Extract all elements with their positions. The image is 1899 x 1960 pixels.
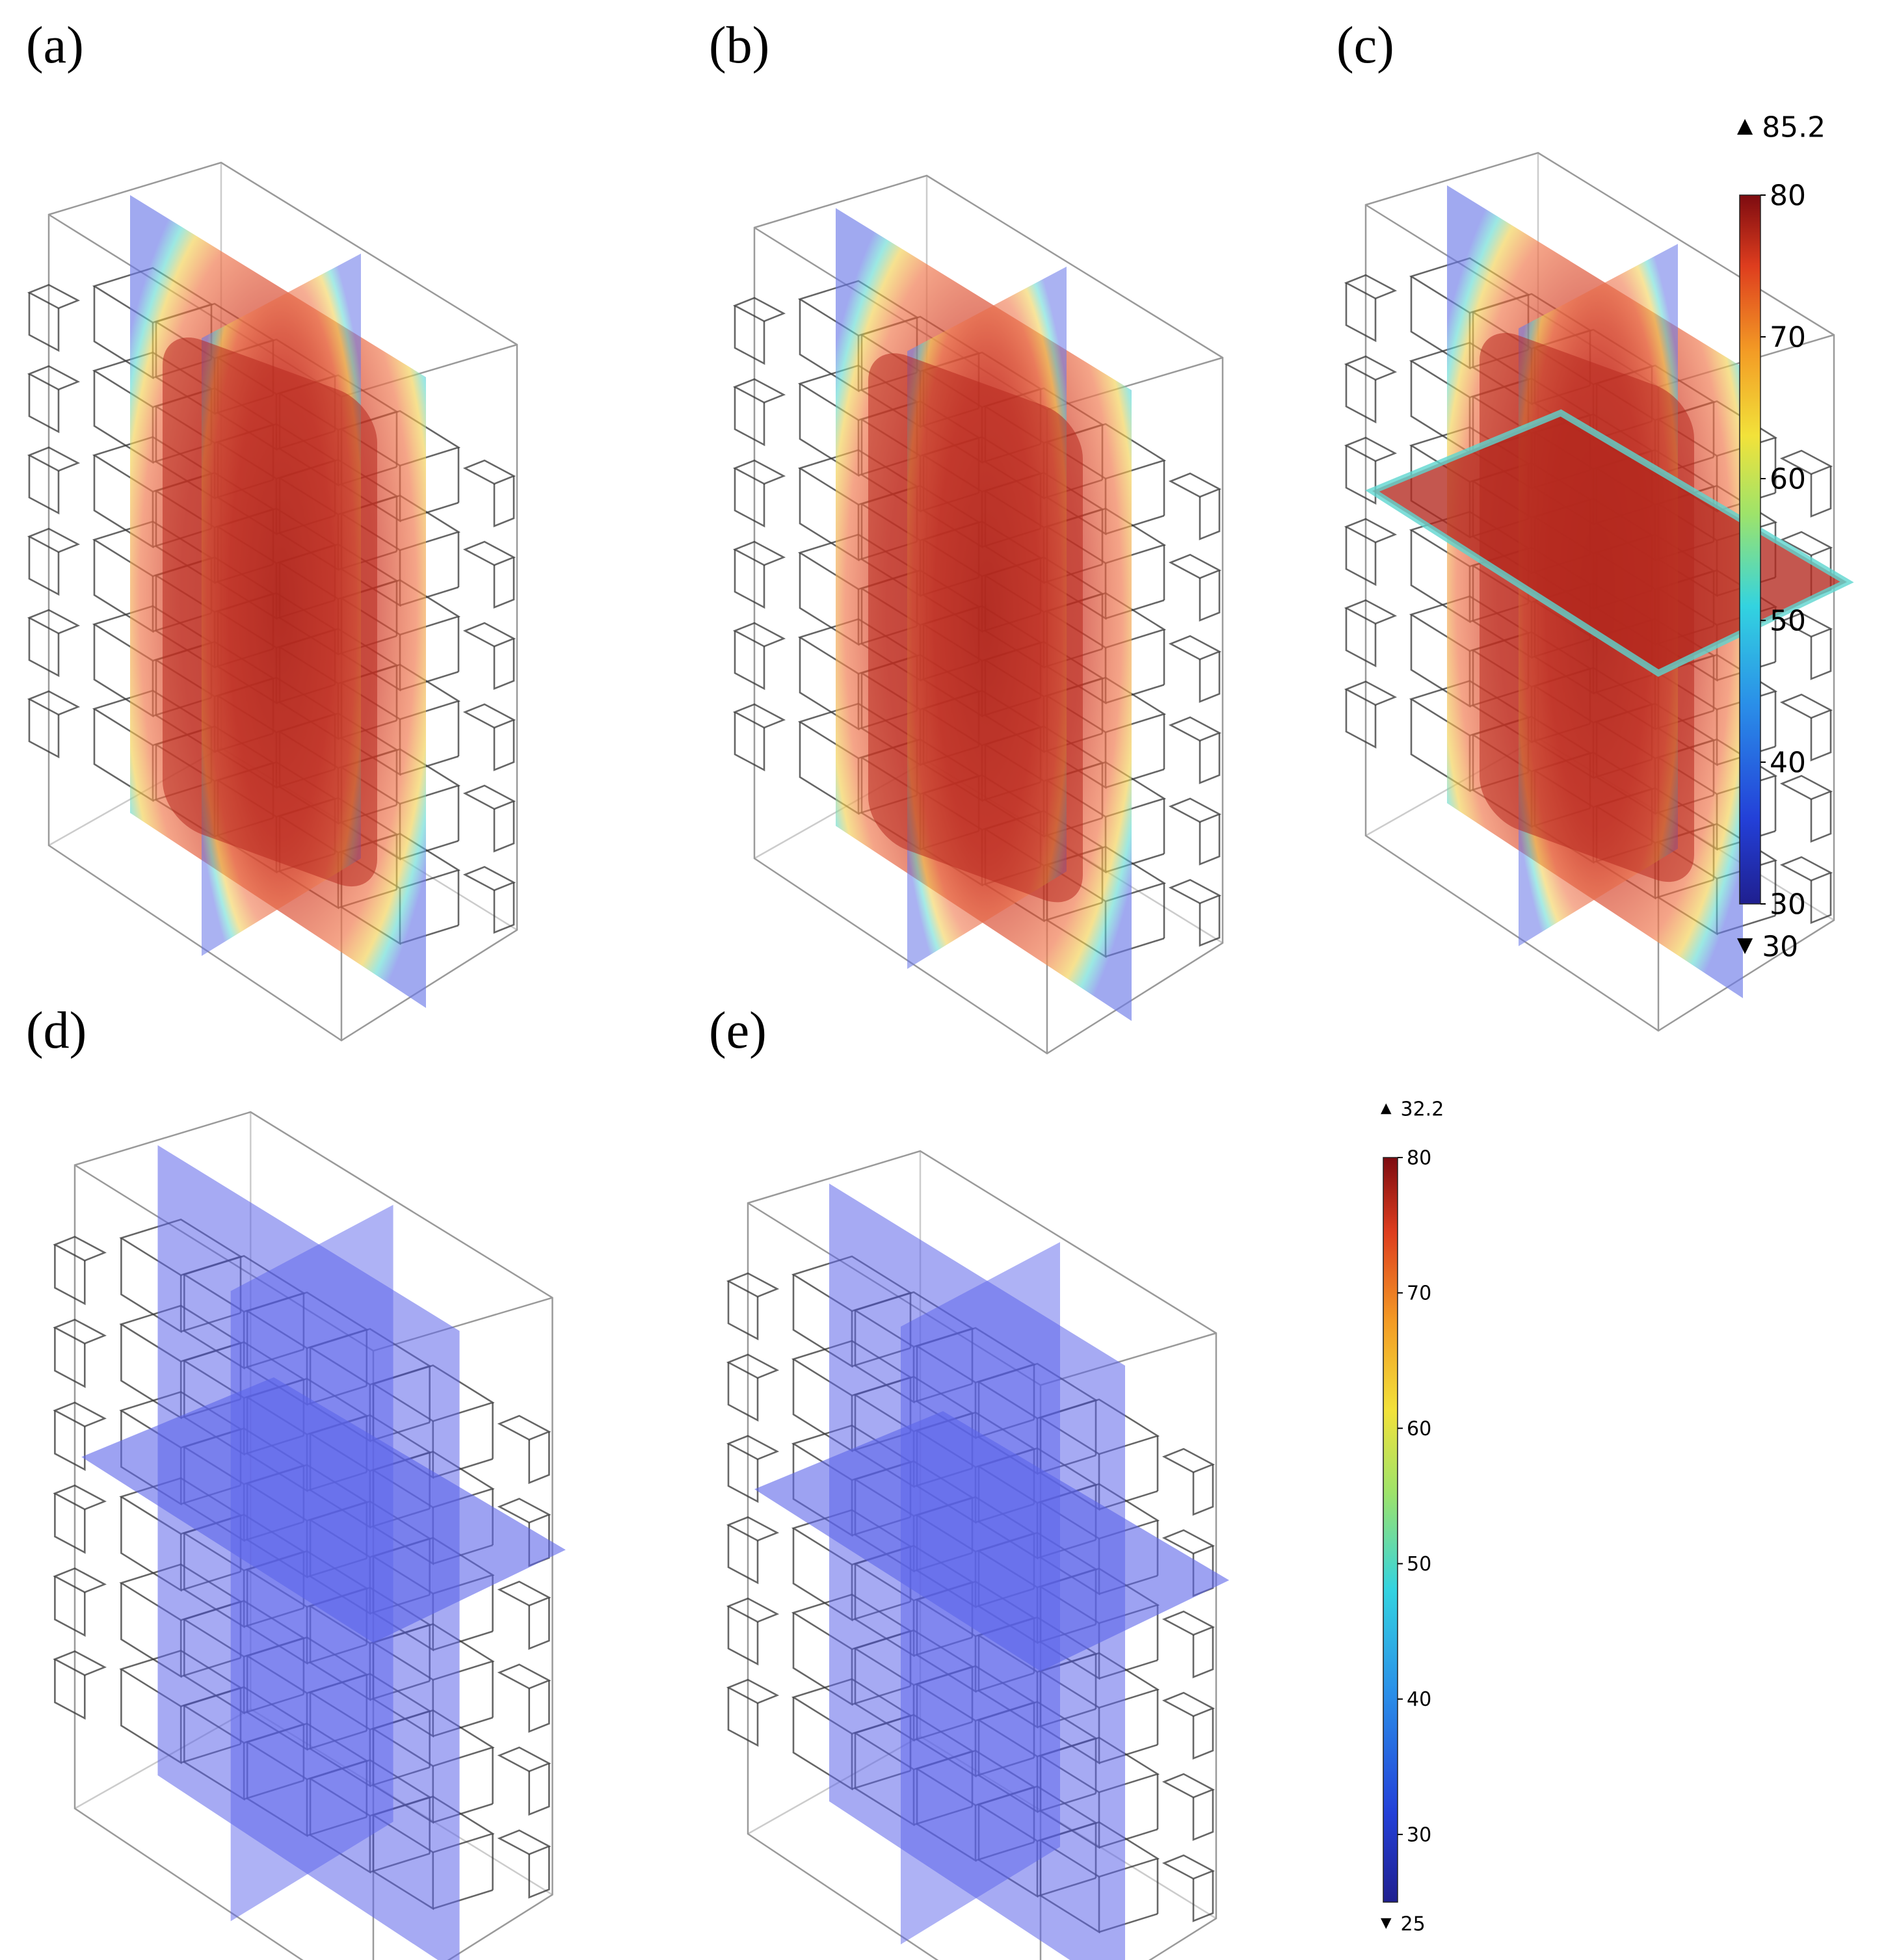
colorbar-max-label: 32.2 <box>1401 1098 1444 1121</box>
colorbar-tick-label: 80 <box>1770 179 1806 212</box>
colorbar-tick-label: 70 <box>1770 321 1806 354</box>
colorbar-tick-label: 40 <box>1407 1688 1431 1711</box>
hot-core-front <box>163 337 377 887</box>
colorbar-gradient <box>1383 1157 1398 1903</box>
panel-c <box>1344 152 1854 1032</box>
hot-core-front <box>868 353 1083 903</box>
panel-a <box>27 161 518 1042</box>
slice-plane-horizontal <box>1365 409 1854 677</box>
slice-plane-horizontal <box>754 1411 1229 1671</box>
slice-planes <box>1365 185 1854 998</box>
panel-b <box>732 174 1224 1055</box>
min-arrow-icon <box>1381 1918 1392 1929</box>
colorbar-tick-label: 30 <box>1770 888 1806 921</box>
min-arrow-icon <box>1737 938 1753 955</box>
colorbar-top: 85.2 30 80 70 60 50 40 30 <box>1737 111 1826 963</box>
colorbar-tick-label: 50 <box>1770 604 1806 637</box>
colorbar-tick-label: 80 <box>1407 1147 1431 1170</box>
panel-d <box>53 1111 566 1960</box>
panel-label-b: (b) <box>709 17 770 74</box>
panel-e <box>726 1150 1229 1960</box>
colorbar-tick-label: 60 <box>1770 462 1806 496</box>
max-arrow-icon <box>1381 1103 1392 1115</box>
colorbar-tick-label: 50 <box>1407 1553 1431 1576</box>
slice-plane-horizontal <box>81 1377 566 1643</box>
panel-label-d: (d) <box>26 1002 87 1059</box>
panel-label-a: (a) <box>26 17 84 74</box>
colorbar-tick-label: 60 <box>1407 1418 1431 1440</box>
colorbar-bottom: 32.2 25 80 70 60 50 40 30 <box>1381 1098 1444 1936</box>
slice-planes <box>81 1145 566 1960</box>
colorbar-tick-label: 40 <box>1770 746 1806 779</box>
colorbar-tick-label: 70 <box>1407 1282 1431 1305</box>
slice-planes <box>130 195 426 1008</box>
colorbar-min-label: 25 <box>1401 1913 1426 1936</box>
slice-planes <box>836 208 1132 1021</box>
panel-label-e: (e) <box>709 1002 767 1059</box>
colorbar-gradient <box>1739 194 1761 905</box>
colorbar-max-label: 85.2 <box>1762 111 1826 144</box>
slice-planes <box>754 1184 1229 1960</box>
panel-label-c: (c) <box>1336 17 1394 74</box>
max-arrow-icon <box>1737 118 1753 135</box>
colorbar-min-label: 30 <box>1762 930 1798 963</box>
colorbar-tick-label: 30 <box>1407 1823 1431 1846</box>
